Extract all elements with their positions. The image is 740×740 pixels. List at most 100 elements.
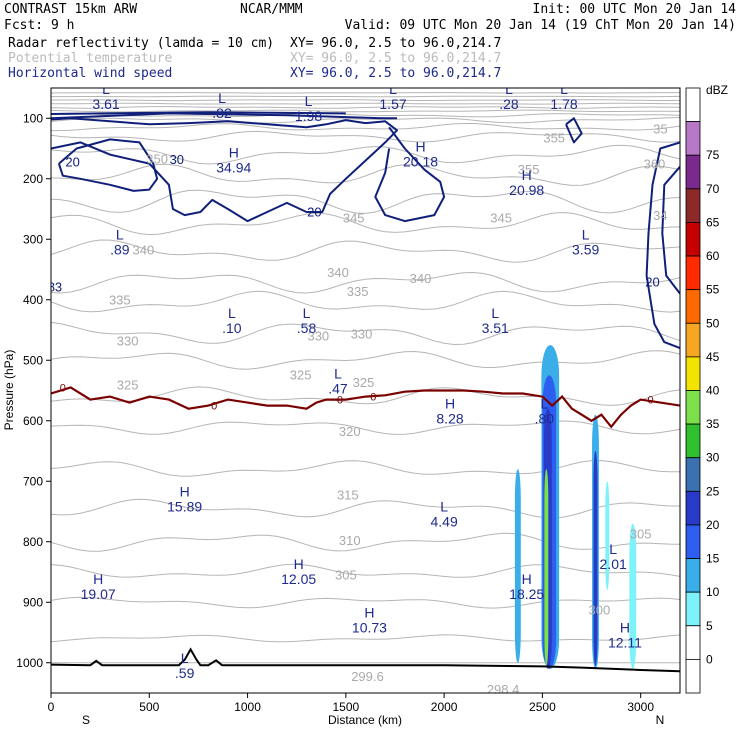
extremum-marker: L <box>540 396 548 412</box>
y-tick-label: 1000 <box>16 656 43 670</box>
init-time: Init: 00 UTC Mon 20 Jan 14 <box>533 2 737 17</box>
field-legend: Radar reflectivity (lamda = 10 cm) XY= 9… <box>8 36 501 81</box>
extremum-value: 1.98 <box>295 108 322 124</box>
theta-contour-label: 299.6 <box>351 669 384 684</box>
theta-contour-label: 355 <box>518 162 540 177</box>
theta-contour-line <box>51 239 680 263</box>
valid-time: Valid: 09 UTC Mon 20 Jan 14 (19 ChT Mon … <box>345 18 736 33</box>
theta-contour-line <box>51 420 680 435</box>
theta-contour-line <box>51 144 680 165</box>
extremum-marker: L <box>305 93 313 109</box>
freezing-level-label: 0 <box>337 395 343 407</box>
colorbar-tick-label: 45 <box>706 350 720 364</box>
theta-contour-line <box>51 290 680 313</box>
extremum-value: .47 <box>328 380 348 396</box>
theta-contour-label: 310 <box>339 533 361 548</box>
colorbar-tick-label: 35 <box>706 417 720 431</box>
extremum-marker: L <box>181 650 189 666</box>
theta-contour-line <box>51 99 680 102</box>
x-tick-label: 2000 <box>431 700 458 714</box>
colorbar: 0 5 10 15 20 25 30 35 40 45 50 55 60 65 70 75 <box>685 87 720 694</box>
extremum-value: 1.78 <box>550 96 577 112</box>
theta-contour-line <box>51 596 680 609</box>
extremum-marker: L <box>228 305 236 321</box>
extremum-value: 3.61 <box>92 96 119 112</box>
colorbar-tick-label: 70 <box>706 182 720 196</box>
extremum-marker: L <box>440 499 448 515</box>
theta-contour-line <box>51 321 680 346</box>
theta-contour-label: 355 <box>543 130 565 145</box>
extremum-marker: H <box>620 620 630 636</box>
theta-contour-label: 335 <box>109 293 131 308</box>
theta-contour-line <box>51 92 680 94</box>
theta-contour-label: 360 <box>644 156 666 171</box>
reflectivity-cell <box>544 469 549 666</box>
extremum-value: 19.07 <box>81 586 116 602</box>
colorbar-tick-label: 60 <box>706 249 720 263</box>
theta-contour-label: 330 <box>117 334 139 349</box>
reflectivity-cell <box>514 469 521 663</box>
theta-contour-line <box>51 350 680 370</box>
theta-contour-line <box>51 163 680 186</box>
x-tick-label: 0 <box>48 700 55 714</box>
extremum-value: .28 <box>499 96 519 112</box>
colorbar-tick-label: 30 <box>706 451 720 465</box>
theta-contour-label: 325 <box>117 377 139 392</box>
colorbar-tick-label: 0 <box>706 652 713 666</box>
colorbar-swatch <box>685 255 701 291</box>
reflectivity-cells <box>514 345 637 669</box>
extremum-value: 34.94 <box>216 160 251 176</box>
field-xy-theta: XY= 96.0, 2.5 to 96.0,214.7 <box>290 51 501 66</box>
y-tick-label: 900 <box>23 595 43 609</box>
x-tick-label: 2500 <box>529 700 556 714</box>
extremum-value: 4.49 <box>431 514 458 530</box>
extremum-value: 1.57 <box>379 96 406 112</box>
extremum-marker: H <box>445 396 455 412</box>
extremum-value: .82 <box>212 105 232 121</box>
theta-contour-label: 305 <box>630 527 652 542</box>
colorbar-tick-label: 15 <box>706 552 720 566</box>
x-tick-label: 1000 <box>234 700 261 714</box>
y-tick-label: 700 <box>23 474 43 488</box>
theta-contour-label: 345 <box>490 210 512 225</box>
extremum-value: 20.18 <box>403 154 438 170</box>
theta-contour-line <box>51 460 680 477</box>
theta-contour-label: 298.4 <box>487 682 520 697</box>
wind-contour-line <box>374 126 446 223</box>
theta-contours <box>51 92 680 664</box>
extremum-marker: H <box>522 571 532 587</box>
extremum-value: .59 <box>175 665 195 681</box>
colorbar-swatch <box>685 222 701 257</box>
wind-contour-line <box>57 138 159 192</box>
extremum-value: 3.59 <box>572 241 599 257</box>
theta-contour-line <box>51 634 680 643</box>
colorbar-tick-label: 10 <box>706 585 720 599</box>
theta-contour-line <box>51 532 680 552</box>
colorbar-tick-label: 25 <box>706 484 720 498</box>
extremum-marker: L <box>582 226 590 242</box>
freezing-level-label: 0 <box>647 395 653 407</box>
forecast-hour: Fcst: 9 h <box>4 18 74 33</box>
colorbar-swatch <box>685 289 701 324</box>
theta-contour-label: 315 <box>337 487 359 502</box>
field-name-wind: Horizontal wind speed <box>8 66 172 81</box>
freezing-level-label: 0 <box>211 401 217 413</box>
extremum-value: 20.98 <box>509 182 544 198</box>
y-tick-label: 500 <box>23 353 43 367</box>
freezing-level: 0 0 0 0 0 <box>51 382 680 429</box>
theta-contour-line <box>51 271 680 294</box>
plot-area: 0 0 0 0 0 355 35 350 355 360 345 345 34 340 340 340 335… <box>51 81 680 697</box>
colorbar-swatch <box>685 658 701 694</box>
extremum-value: 12.05 <box>281 571 316 587</box>
theta-contour-label: 330 <box>307 328 329 343</box>
extremum-marker: L <box>505 81 513 97</box>
reflectivity-cell <box>593 451 598 666</box>
theta-contour-line <box>51 102 680 105</box>
extremum-marker: L <box>102 81 110 97</box>
colorbar-swatch <box>685 625 701 660</box>
colorbar-swatch <box>685 87 701 123</box>
colorbar-unit: dBZ <box>706 83 728 97</box>
theta-contour-line <box>51 498 680 519</box>
